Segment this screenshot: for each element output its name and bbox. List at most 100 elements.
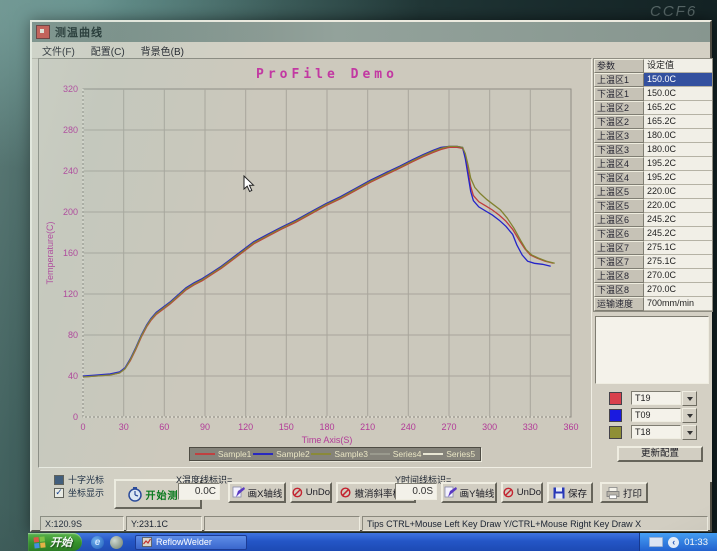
pen-icon [232, 486, 245, 498]
table-row[interactable]: 下温区6 245.2C [594, 227, 712, 241]
dropdown-arrow-button[interactable] [682, 390, 697, 406]
save-button[interactable]: 保存 [547, 482, 593, 503]
print-button[interactable]: 打印 [600, 482, 648, 503]
value-cell[interactable]: 275.1C [644, 241, 712, 255]
draw-x-label: 画X轴线 [247, 488, 283, 500]
legend-line-sample [311, 453, 332, 455]
y-line-marker-input[interactable] [395, 483, 437, 500]
no-entry-icon [292, 487, 303, 498]
legend-item: Series4 [369, 449, 422, 459]
table-row[interactable]: 下温区5 220.0C [594, 199, 712, 213]
y-line-marker-label: Y时间线标识= [395, 475, 452, 485]
globe-icon[interactable] [110, 535, 123, 549]
chevron-down-icon [686, 396, 693, 404]
x-line-marker-label: X温度线标识= [176, 475, 233, 485]
table-row[interactable]: 上温区8 270.0C [594, 269, 712, 283]
start-button[interactable]: 开始 [28, 533, 82, 551]
value-cell[interactable]: 195.2C [644, 157, 712, 171]
param-cell: 下温区2 [594, 115, 644, 129]
internet-explorer-icon[interactable]: e [91, 535, 104, 549]
chart-legend: Sample1 Sample2 Sample3 Series4 Series5 [189, 447, 481, 461]
draw-x-button[interactable]: 画X轴线 [228, 482, 286, 503]
list-box[interactable] [595, 316, 709, 384]
status-x-readout: X:120.9S [40, 516, 124, 531]
value-cell[interactable]: 165.2C [644, 115, 712, 129]
channel-row: T18 [592, 424, 712, 440]
menubar: 文件(F) 配置(C) 背景色(B) [32, 42, 710, 59]
param-cell: 下温区7 [594, 255, 644, 269]
menu-item-file[interactable]: 文件(F) [42, 46, 75, 58]
value-cell[interactable]: 220.0C [644, 199, 712, 213]
undo-y-button[interactable]: UnDo [501, 482, 543, 503]
photo-watermark: CCF6 [650, 3, 698, 20]
value-cell[interactable]: 270.0C [644, 269, 712, 283]
table-row[interactable]: 上温区1 150.0C [594, 73, 712, 87]
x-line-marker-input[interactable] [178, 483, 220, 500]
value-cell[interactable]: 165.2C [644, 101, 712, 115]
value-cell[interactable]: 150.0C [644, 87, 712, 101]
update-config-button[interactable]: 更新配置 [617, 446, 703, 462]
table-row[interactable]: 下温区2 165.2C [594, 115, 712, 129]
value-cell[interactable]: 245.2C [644, 213, 712, 227]
value-cell[interactable]: 180.0C [644, 143, 712, 157]
value-cell[interactable]: 245.2C [644, 227, 712, 241]
collapse-chevron-icon[interactable]: ‹ [668, 536, 680, 548]
value-cell[interactable]: 180.0C [644, 129, 712, 143]
dropdown-arrow-button[interactable] [682, 424, 697, 440]
table-row[interactable]: 下温区1 150.0C [594, 87, 712, 101]
menu-item-config[interactable]: 配置(C) [90, 46, 125, 58]
x-tick-label: 330 [523, 422, 538, 432]
x-axis-label: Time Axis(S) [302, 435, 353, 445]
coords-label: 坐标显示 [68, 488, 105, 498]
x-tick-label: 120 [238, 422, 253, 432]
value-cell[interactable]: 275.1C [644, 255, 712, 269]
value-cell[interactable]: 220.0C [644, 185, 712, 199]
table-row[interactable]: 下温区7 275.1C [594, 255, 712, 269]
crosshair-checkbox-row: 十字光标 [54, 473, 104, 486]
y-tick-label: 160 [63, 248, 78, 258]
print-label: 打印 [622, 488, 642, 500]
titlebar[interactable]: 测温曲线 [32, 22, 710, 42]
table-row[interactable]: 下温区3 180.0C [594, 143, 712, 157]
channel-select[interactable]: T09 [631, 408, 681, 422]
table-row[interactable]: 上温区5 220.0C [594, 185, 712, 199]
undo-x-button[interactable]: UnDo [290, 482, 332, 503]
menu-item-bgcolor[interactable]: 背景色(B) [140, 46, 185, 58]
status-empty-cell [204, 516, 360, 531]
undo-y-label: UnDo [516, 487, 541, 498]
table-row[interactable]: 下温区4 195.2C [594, 171, 712, 185]
value-cell[interactable]: 150.0C [644, 73, 712, 87]
crosshair-checkbox[interactable] [54, 474, 64, 485]
x-tick-label: 240 [401, 422, 416, 432]
value-cell[interactable]: 700mm/min [644, 297, 712, 311]
dropdown-arrow-button[interactable] [682, 407, 697, 423]
legend-line-sample [253, 453, 274, 455]
channel-select[interactable]: T19 [631, 391, 681, 405]
draw-y-button[interactable]: 画Y轴线 [441, 482, 497, 503]
value-cell[interactable]: 195.2C [644, 171, 712, 185]
table-row[interactable]: 上温区3 180.0C [594, 129, 712, 143]
value-cell[interactable]: 270.0C [644, 283, 712, 297]
table-row[interactable]: 运输速度 700mm/min [594, 297, 712, 311]
mouse-cursor [243, 175, 255, 193]
legend-item: Sample2 [253, 449, 310, 459]
x-tick-label: 60 [159, 422, 169, 432]
table-row[interactable]: 上温区7 275.1C [594, 241, 712, 255]
taskbar-clock: 01:33 [684, 536, 708, 548]
table-row[interactable]: 上温区2 165.2C [594, 101, 712, 115]
table-row[interactable]: 上温区6 245.2C [594, 213, 712, 227]
coords-checkbox[interactable]: ✓ [54, 487, 64, 498]
profile-chart[interactable]: 0 30 60 90 120 150 180 210 240 270 300 330 360 0 40 80 1… [39, 59, 589, 465]
table-row[interactable]: 上温区4 195.2C [594, 157, 712, 171]
floppy-icon [553, 487, 565, 498]
keyboard-tray-icon[interactable] [649, 537, 664, 547]
y-tick-label: 80 [68, 330, 78, 340]
channel-select[interactable]: T18 [631, 425, 681, 439]
table-row[interactable]: 下温区8 270.0C [594, 283, 712, 297]
task-button-reflowwelder[interactable]: ReflowWelder [135, 534, 247, 550]
y-tick-label: 120 [63, 289, 78, 299]
chart-panel[interactable]: 0 30 60 90 120 150 180 210 240 270 300 330 360 0 40 80 1… [38, 58, 592, 468]
taskbar: 开始 e ReflowWelder ‹ 01:33 [28, 533, 717, 551]
param-cell: 下温区3 [594, 143, 644, 157]
x-tick-label: 300 [482, 422, 497, 432]
